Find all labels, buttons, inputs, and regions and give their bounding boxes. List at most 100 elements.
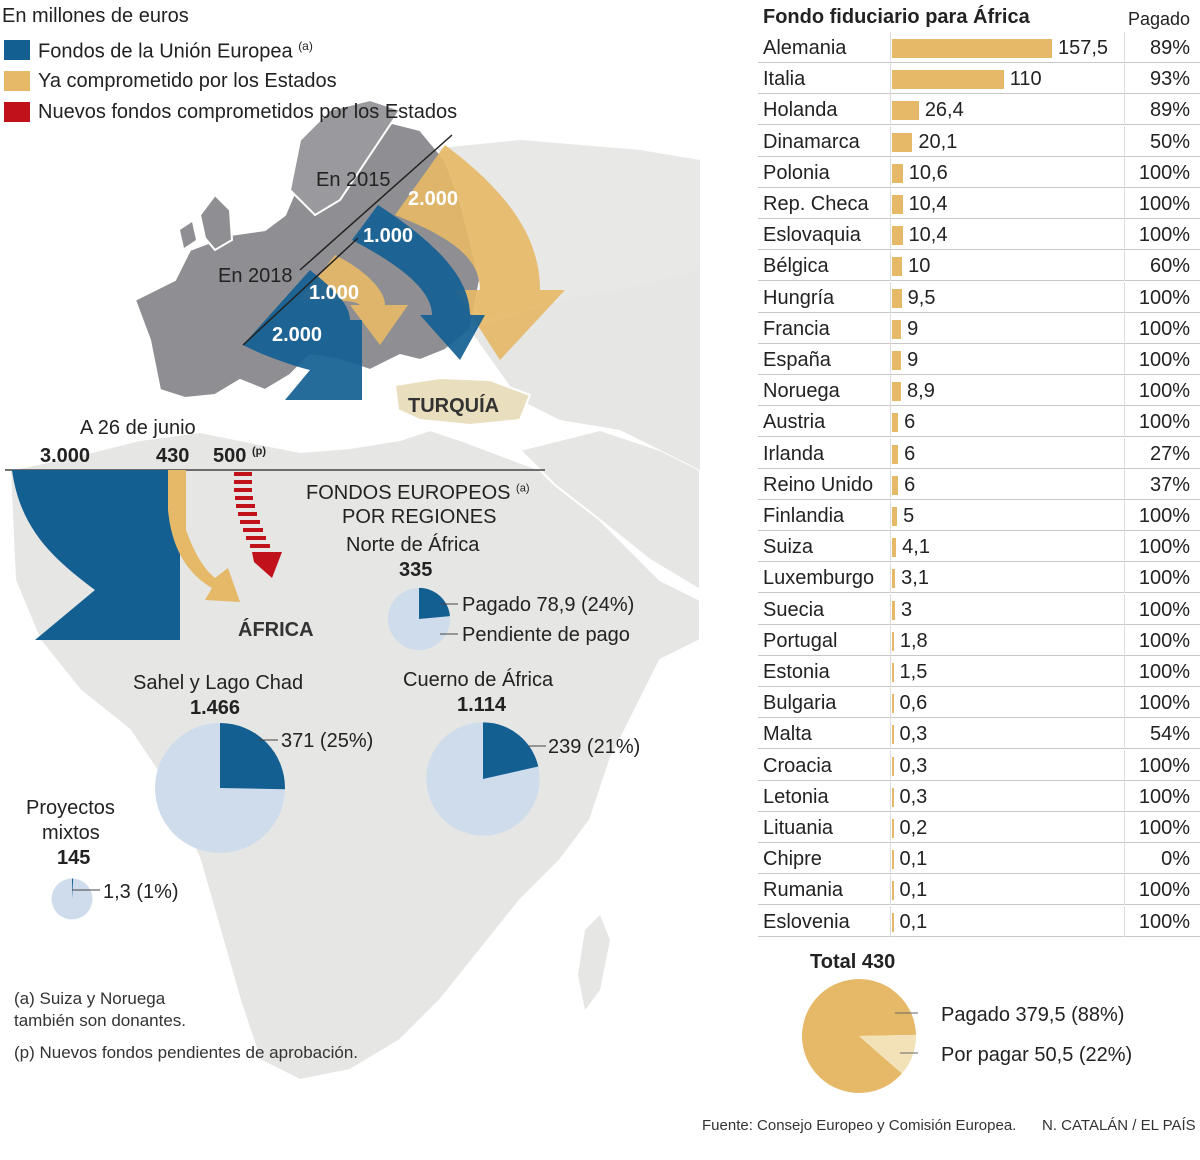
- contribution-value: 3,1: [901, 567, 929, 590]
- ireland: [180, 222, 196, 248]
- legend-item-committed: Ya comprometido por los Estados: [38, 70, 337, 92]
- table-rule: [1124, 780, 1125, 812]
- table-rule: [890, 500, 891, 531]
- table-rule: [890, 749, 891, 781]
- paid-percent: 37%: [1149, 473, 1190, 496]
- table-row: Francia 9 100%: [758, 312, 1200, 344]
- country-name: Rep. Checa: [763, 193, 869, 215]
- paid-percent: 89%: [1149, 99, 1190, 122]
- table-rule: [758, 436, 890, 438]
- table-row: Lituania 0,2 100%: [758, 812, 1200, 843]
- country-name: Bélgica: [763, 255, 829, 278]
- country-name: Portugal: [763, 629, 838, 652]
- table-rule: [890, 780, 891, 812]
- table-rule: [758, 186, 890, 188]
- total-unpaid-label: Por pagar 50,5 (22%): [941, 1044, 1133, 1066]
- table-rule: [1124, 531, 1125, 563]
- table-rule: [890, 623, 1124, 625]
- table-row: Estonia 1,5 100%: [758, 656, 1200, 687]
- scandinavia: [288, 98, 402, 217]
- table-row: Suiza 4,1 100%: [758, 531, 1200, 563]
- table-rule: [758, 155, 890, 157]
- contribution-bar: [892, 538, 897, 558]
- contribution-value: 10,4: [908, 224, 948, 247]
- table-rule: [1124, 219, 1125, 251]
- contribution-bar: [892, 600, 896, 620]
- africa-value-committed: 430: [156, 445, 190, 467]
- table-rule: [1124, 717, 1200, 719]
- table-rule: [890, 93, 1124, 95]
- table-rule: [1124, 312, 1125, 344]
- contribution-bar: [892, 881, 894, 901]
- value-2018-committed: 1.000: [309, 282, 360, 304]
- country-name: Holanda: [763, 99, 838, 122]
- table-row: Letonia 0,3 100%: [758, 780, 1200, 812]
- mixtos-pie-paid-slice: [72, 878, 74, 899]
- table-rule: [890, 842, 1124, 843]
- table-row: España 9 100%: [758, 344, 1200, 375]
- contribution-bar: [892, 819, 894, 838]
- table-rule: [1124, 592, 1200, 594]
- table-rule: [1124, 498, 1200, 500]
- table-rule: [890, 905, 891, 937]
- contribution-value: 0,3: [899, 723, 928, 746]
- country-name: España: [763, 349, 831, 371]
- table-rule: [1124, 437, 1125, 469]
- table-rule: [758, 592, 890, 594]
- table-row: Bulgaria 0,6 100%: [758, 687, 1200, 719]
- table-rule: [890, 436, 1124, 438]
- legend-swatch-eu: [4, 40, 30, 60]
- regions-title-line2: POR REGIONES: [342, 506, 497, 528]
- table-row: Alemania 157,5 89%: [758, 32, 1200, 63]
- region-norte-total: 335: [399, 559, 433, 581]
- country-name: Finlandia: [763, 505, 845, 527]
- table-rule: [890, 281, 891, 313]
- region-norte-name: Norte de África: [346, 534, 480, 556]
- table-rule: [890, 593, 891, 625]
- table-rule: [758, 374, 890, 375]
- table-rule: [890, 63, 891, 95]
- table-row: Finlandia 5 100%: [758, 500, 1200, 531]
- table-rule: [1124, 468, 1125, 500]
- country-name: Rumania: [763, 879, 844, 902]
- total-paid-slice: [802, 979, 916, 1093]
- contribution-bar: [892, 319, 902, 339]
- table-rule: [1124, 593, 1125, 625]
- unit-label: En millones de euros: [2, 5, 189, 27]
- region-mixtos-total: 145: [57, 847, 91, 869]
- norte-pie-paid-slice: [419, 587, 450, 619]
- table-rule: [758, 342, 890, 344]
- table-rule: [1124, 623, 1200, 625]
- contribution-bar: [892, 351, 902, 370]
- contribution-value: 6: [904, 473, 916, 496]
- table-rule: [890, 531, 891, 563]
- table-rule: [1124, 562, 1125, 594]
- table-rule: [1124, 748, 1200, 750]
- region-sahel-name: Sahel y Lago Chad: [133, 672, 304, 694]
- table-rule: [1124, 873, 1200, 875]
- table-rule: [890, 687, 891, 719]
- table-rule: [1124, 935, 1200, 937]
- table-rule: [890, 32, 891, 63]
- contribution-value: 157,5: [1058, 37, 1109, 59]
- africa-label: ÁFRICA: [238, 619, 314, 641]
- table-rule: [1124, 624, 1125, 656]
- regions-title-line1: FONDOS EUROPEOS (a): [306, 482, 530, 504]
- table-rule: [758, 686, 890, 687]
- table-rule: [1124, 218, 1200, 219]
- table-rule: [1124, 656, 1125, 687]
- region-pies: [51, 587, 540, 920]
- table-rule: [1124, 342, 1200, 344]
- country-name: Francia: [763, 317, 830, 340]
- table-rule: [1124, 905, 1125, 937]
- table-row: Luxemburgo 3,1 100%: [758, 562, 1200, 594]
- table-row: Rumania 0,1 100%: [758, 874, 1200, 906]
- paid-percent: 100%: [1138, 380, 1190, 403]
- table-rule: [758, 249, 890, 251]
- table-rule: [890, 405, 1124, 407]
- table-rule: [758, 280, 890, 282]
- table-rule: [1124, 281, 1125, 313]
- table-rule: [1124, 374, 1200, 375]
- country-name: Lituania: [763, 817, 834, 839]
- region-mixtos-paid: 1,3 (1%): [103, 881, 179, 903]
